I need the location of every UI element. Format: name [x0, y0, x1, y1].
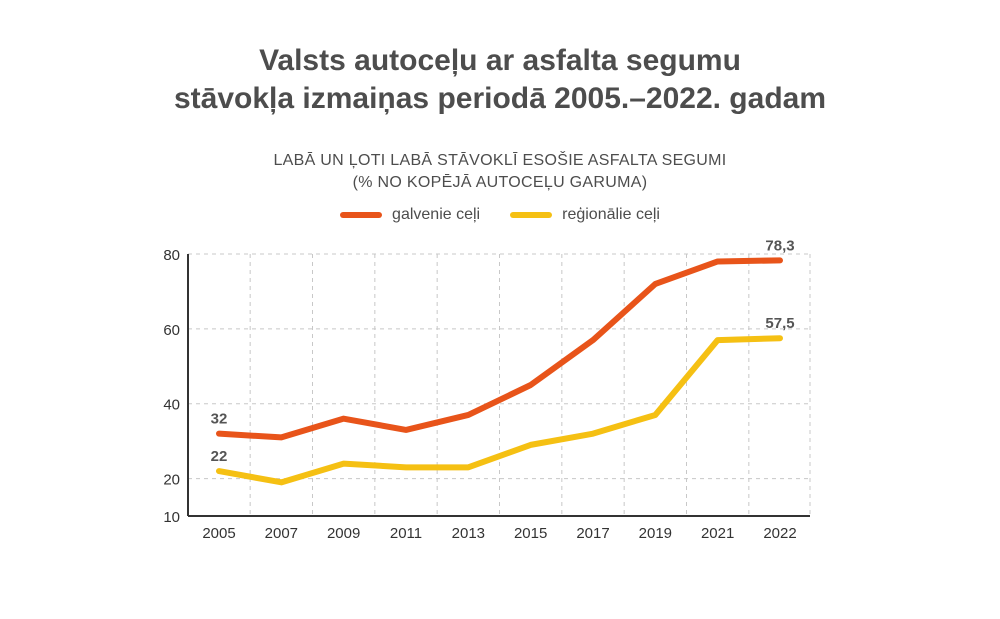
x-tick-label: 2009 [327, 525, 360, 542]
y-tick-label: 10 [163, 509, 180, 526]
legend-label-regionalie: reģionālie ceļi [562, 206, 660, 223]
x-tick-label: 2015 [514, 525, 547, 542]
y-tick-label: 20 [163, 472, 180, 489]
y-tick-label: 60 [163, 322, 180, 339]
title-line-2: stāvokļa izmaiņas periodā 2005.–2022. ga… [173, 82, 827, 115]
legend-swatch-galvenie [340, 212, 383, 218]
data-label: 78,3 [765, 237, 794, 254]
chart-legend: galvenie ceļi reģionālie ceļi [0, 206, 1000, 224]
data-label: 32 [211, 411, 228, 428]
data-label: 22 [211, 448, 228, 465]
legend-item-regionalie: reģionālie ceļi [510, 206, 660, 224]
x-tick-label: 2021 [701, 525, 734, 542]
x-tick-label: 2019 [639, 525, 672, 542]
title-line-1: Valsts autoceļu ar asfalta segumu [259, 44, 741, 77]
x-tick-label: 2007 [265, 525, 298, 542]
x-tick-label: 2013 [452, 525, 485, 542]
legend-label-galvenie: galvenie ceļi [392, 206, 481, 223]
x-tick-label: 2011 [390, 525, 422, 542]
y-tick-label: 40 [163, 397, 180, 414]
chart-subtitle: LABĀ UN ĻOTI LABĀ STĀVOKLĪ ESOŠIE ASFALT… [0, 150, 1000, 194]
series-line-regionalie [216, 335, 783, 486]
subtitle-line-1: LABĀ UN ĻOTI LABĀ STĀVOKLĪ ESOŠIE ASFALT… [273, 152, 727, 169]
legend-item-galvenie: galvenie ceļi [340, 206, 480, 224]
chart-title: Valsts autoceļu ar asfalta segumu stāvok… [0, 42, 1000, 118]
x-tick-label: 2005 [202, 525, 235, 542]
x-tick-label: 2017 [576, 525, 609, 542]
x-tick-label: 2022 [763, 525, 796, 542]
y-tick-label: 80 [163, 247, 180, 264]
subtitle-line-2: (% NO KOPĒJĀ AUTOCEĻU GARUMA) [352, 174, 648, 191]
legend-swatch-regionalie [510, 212, 553, 218]
series-line-galvenie [216, 257, 783, 441]
data-label: 57,5 [765, 315, 794, 332]
